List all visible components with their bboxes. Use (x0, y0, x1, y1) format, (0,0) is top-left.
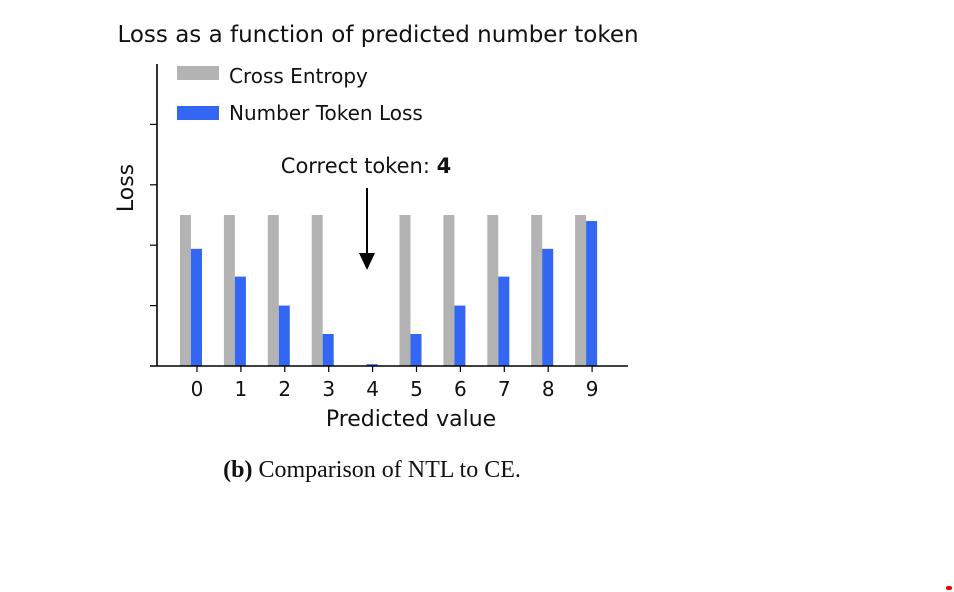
x-tick-label-1: 1 (235, 377, 248, 401)
y-axis-label: Loss (114, 164, 139, 212)
bar-number-token-loss-2 (278, 305, 290, 366)
x-tick-label-5: 5 (410, 377, 423, 401)
red-dot-mark (946, 586, 952, 590)
legend: Cross Entropy Number Token Loss (177, 64, 423, 125)
x-tick-label-0: 0 (191, 377, 204, 401)
correct-token-annotation: Correct token: 4 (281, 154, 451, 270)
bar-cross-entropy-3 (311, 215, 323, 366)
bar-number-token-loss-4 (366, 364, 378, 366)
bar-number-token-loss-0 (191, 248, 202, 366)
annotation-text: Correct token: 4 (281, 154, 451, 178)
bar-cross-entropy-5 (399, 215, 411, 366)
x-tick-label-8: 8 (542, 377, 555, 401)
bar-number-token-loss-6 (454, 305, 466, 366)
bar-number-token-loss-9 (586, 221, 598, 366)
bar-cross-entropy-0 (180, 215, 191, 366)
x-tick-label-6: 6 (454, 377, 467, 401)
annotation-arrow-head (359, 253, 375, 270)
bar-cross-entropy-1 (223, 215, 235, 366)
bar-cross-entropy-7 (487, 215, 499, 366)
caption-label: (b) (223, 457, 253, 483)
annotation-value: 4 (437, 154, 452, 178)
x-tick-label-7: 7 (498, 377, 511, 401)
bar-cross-entropy-8 (531, 215, 543, 366)
bar-cross-entropy-2 (267, 215, 279, 366)
x-axis-label: Predicted value (326, 407, 496, 432)
x-ticks: 0 1 2 3 4 5 6 7 8 9 (191, 366, 599, 401)
bar-number-token-loss-3 (322, 333, 334, 366)
x-tick-label-9: 9 (586, 377, 599, 401)
bar-cross-entropy-9 (575, 215, 587, 366)
x-tick-label-2: 2 (278, 377, 291, 401)
annotation-prefix: Correct token: (281, 154, 437, 178)
x-tick-label-4: 4 (366, 377, 379, 401)
legend-label-cross-entropy: Cross Entropy (229, 64, 368, 88)
bar-cross-entropy-6 (443, 215, 455, 366)
bar-number-token-loss-1 (234, 276, 246, 366)
chart-title: Loss as a function of predicted number t… (117, 22, 638, 48)
bar-number-token-loss-8 (542, 248, 554, 366)
caption-text: Comparison of NTL to CE. (252, 457, 521, 483)
y-ticks (150, 123, 157, 307)
legend-swatch-number-token-loss (177, 106, 219, 120)
x-tick-label-3: 3 (322, 377, 335, 401)
bars-group (180, 215, 598, 366)
legend-label-number-token-loss: Number Token Loss (229, 101, 423, 125)
bar-number-token-loss-7 (498, 276, 510, 366)
legend-swatch-cross-entropy (177, 66, 219, 80)
bar-number-token-loss-5 (410, 333, 422, 366)
figure-caption: (b) Comparison of NTL to CE. (0, 457, 744, 484)
